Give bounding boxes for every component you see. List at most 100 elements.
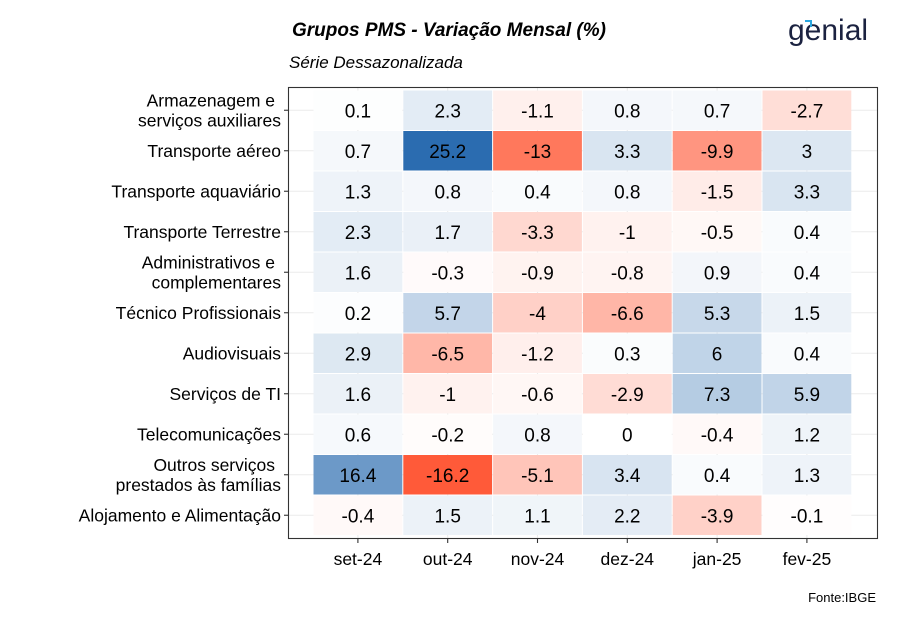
- heatmap-tile: [672, 374, 762, 414]
- heatmap-tile: [493, 414, 582, 454]
- heatmap-tile: [672, 293, 762, 333]
- cell-value-label: 2.3: [434, 101, 460, 122]
- heatmap-tile: [762, 374, 852, 414]
- cell-value-label: -6.6: [611, 304, 644, 325]
- x-tick-label: fev-25: [783, 549, 832, 569]
- cell-value-label: 1.1: [524, 506, 550, 527]
- x-tick-label: set-24: [334, 549, 383, 569]
- heatmap-tile: [493, 131, 582, 171]
- y-tick-label: prestados às famílias: [116, 475, 282, 495]
- cell-value-label: 0.4: [794, 263, 821, 284]
- cell-value-label: 0.4: [794, 344, 821, 365]
- heatmap-tile: [672, 212, 762, 252]
- x-tick-label: out-24: [423, 549, 473, 569]
- cell-value-label: -4: [529, 304, 546, 325]
- heatmap-tile: [403, 252, 493, 292]
- heatmap-tile: [582, 212, 672, 252]
- cell-value-label: -0.6: [521, 385, 554, 406]
- cell-value-label: 0.6: [345, 425, 371, 446]
- cell-value-label: -0.2: [431, 425, 464, 446]
- cell-value-label: 25.2: [429, 142, 466, 163]
- cell-value-label: 1.5: [794, 304, 820, 325]
- heatmap-tile: [493, 455, 582, 495]
- cell-value-label: 5.7: [434, 304, 460, 325]
- heatmap-tile: [762, 293, 852, 333]
- cell-value-label: 0.4: [704, 466, 731, 487]
- cell-value-label: 0.8: [614, 101, 640, 122]
- cell-value-label: 6: [712, 344, 723, 365]
- y-tick-label: Transporte aéreo: [147, 141, 281, 161]
- heatmap-tile: [403, 171, 493, 211]
- cell-value-label: 0.9: [704, 263, 730, 284]
- heatmap-tile: [582, 495, 672, 535]
- cell-value-label: 1.2: [794, 425, 820, 446]
- heatmap-tile: [493, 252, 582, 292]
- heatmap-tile: [313, 414, 403, 454]
- cell-value-label: 0.8: [614, 182, 640, 203]
- heatmap-tile: [403, 374, 493, 414]
- y-tick-label: Outros serviços: [153, 455, 275, 475]
- y-tick-label: Armazenagem e: [147, 90, 275, 110]
- cell-value-label: -5.1: [521, 466, 554, 487]
- heatmap-tile: [493, 293, 582, 333]
- cell-value-label: -1.2: [521, 344, 554, 365]
- y-tick-label: Administrativos e: [142, 252, 275, 272]
- cell-value-label: -0.3: [431, 263, 464, 284]
- cell-value-label: 1.3: [345, 182, 371, 203]
- cell-value-label: 3: [802, 142, 813, 163]
- heatmap-tiles: [313, 90, 852, 535]
- heatmap-tile: [762, 171, 852, 211]
- heatmap-tile: [403, 333, 493, 373]
- cell-value-label: 0.3: [614, 344, 640, 365]
- cell-value-label: -2.7: [791, 101, 824, 122]
- cell-value-label: -1.1: [521, 101, 554, 122]
- cell-value-label: -6.5: [431, 344, 464, 365]
- cell-value-label: -0.8: [611, 263, 644, 284]
- cell-value-label: 0.1: [345, 101, 371, 122]
- cell-value-label: 0.4: [794, 223, 821, 244]
- heatmap-tile: [762, 495, 852, 535]
- heatmap-tile: [762, 212, 852, 252]
- cell-value-label: 2.3: [345, 223, 371, 244]
- heatmap-tile: [313, 455, 403, 495]
- heatmap-tile: [582, 131, 672, 171]
- logo-text: genial: [788, 14, 869, 47]
- cell-value-label: 16.4: [339, 466, 376, 487]
- chart-subtitle: Série Dessazonalizada: [289, 53, 463, 72]
- cell-value-label: 7.3: [704, 385, 730, 406]
- heatmap-tile: [672, 131, 762, 171]
- panel-border: [287, 86, 879, 540]
- heatmap-tile: [313, 495, 403, 535]
- heatmap-tile: [403, 495, 493, 535]
- heatmap-tile: [403, 131, 493, 171]
- cell-value-label: 1.3: [794, 466, 820, 487]
- heatmap-tile: [762, 131, 852, 171]
- heatmap-tile: [582, 414, 672, 454]
- cell-value-label: 2.9: [345, 344, 371, 365]
- heatmap-tile: [582, 171, 672, 211]
- y-tick-label: Transporte Terrestre: [123, 222, 281, 242]
- cell-value-label: 1.7: [434, 223, 460, 244]
- heatmap-tile: [672, 455, 762, 495]
- y-tick-label: complementares: [152, 272, 282, 292]
- cell-value-label: 5.3: [704, 304, 730, 325]
- cell-value-label: 5.9: [794, 385, 820, 406]
- heatmap-tile: [672, 90, 762, 130]
- heatmap-tile: [582, 455, 672, 495]
- cell-value-label: 0: [622, 425, 633, 446]
- y-tick-label: Audiovisuais: [183, 343, 281, 363]
- cell-value-label: 0.8: [434, 182, 460, 203]
- heatmap-tile: [582, 90, 672, 130]
- heatmap-tile: [582, 374, 672, 414]
- heatmap-tile: [403, 293, 493, 333]
- cell-value-label: -1: [439, 385, 456, 406]
- heatmap-tile: [313, 131, 403, 171]
- cell-value-label: -3.3: [521, 223, 554, 244]
- x-tick-label: dez-24: [601, 549, 655, 569]
- x-axis: set-24 out-24 nov-24 dez-24 jan-25 fev-25: [334, 538, 832, 569]
- cell-value-label: 0.8: [524, 425, 550, 446]
- x-tick-label: jan-25: [692, 549, 742, 569]
- heatmap-tile: [403, 90, 493, 130]
